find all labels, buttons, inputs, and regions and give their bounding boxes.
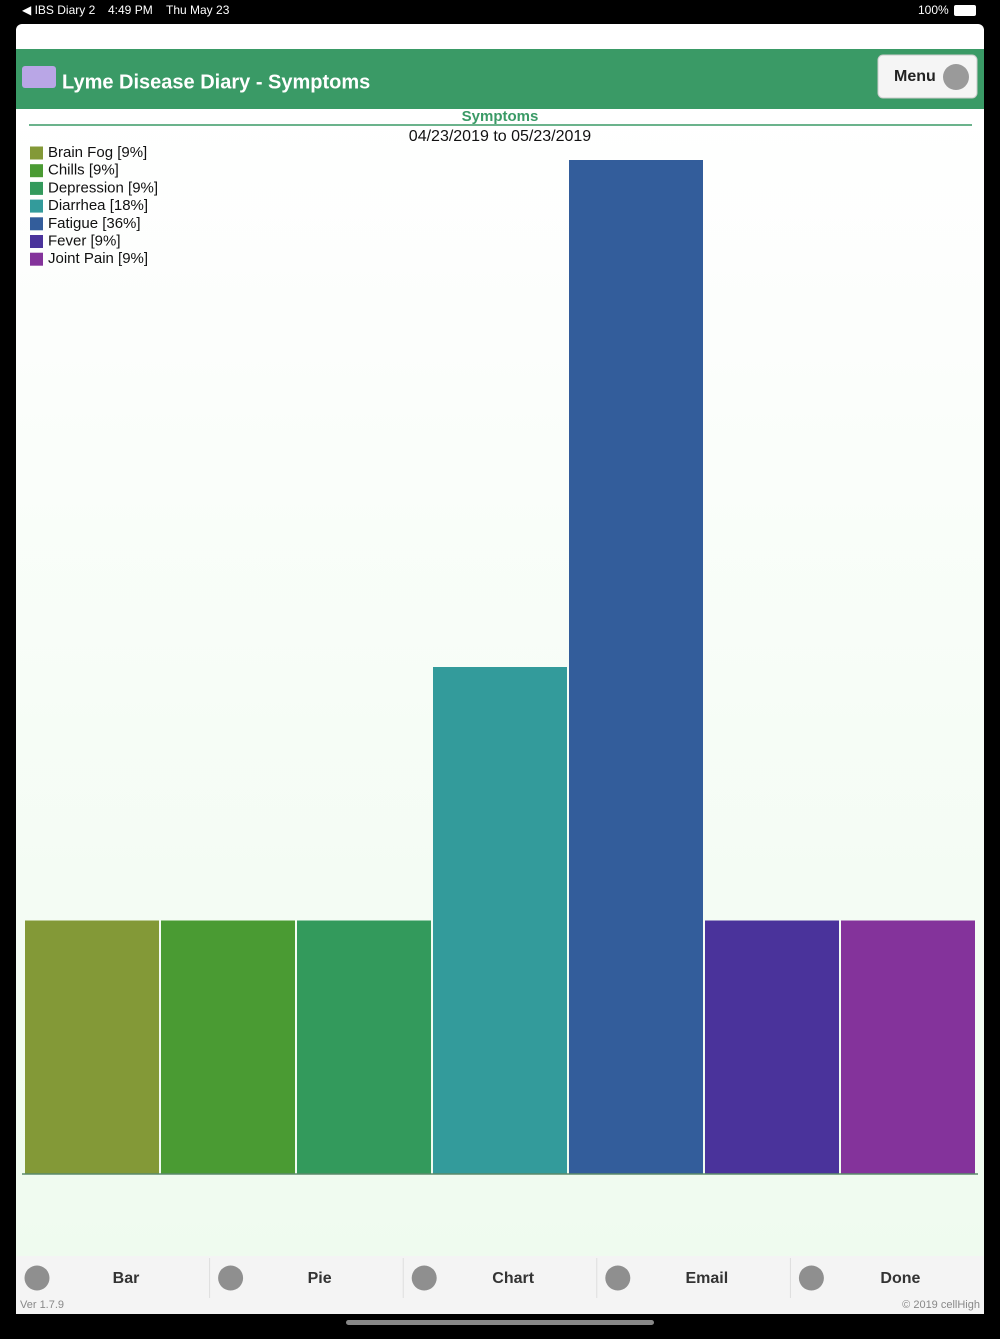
chart-title: Symptoms [462, 108, 539, 125]
toolbar-icon[interactable] [24, 1265, 50, 1291]
legend-swatch [30, 217, 43, 231]
menu-icon[interactable] [943, 64, 969, 90]
battery-icon [954, 5, 976, 16]
toolbar-icon[interactable] [411, 1265, 437, 1291]
toolbar-buttons: Bar Pie Chart Email Done [24, 1258, 921, 1298]
header-title: Lyme Disease Diary - Symptoms [62, 71, 370, 93]
legend-label: Depression [9%] [48, 179, 158, 196]
bar [161, 920, 295, 1174]
header-bar [16, 49, 984, 109]
legend-swatch [30, 181, 43, 195]
battery-level: 100% [918, 3, 949, 17]
toolbar-icon[interactable] [798, 1265, 824, 1291]
legend-swatch [30, 252, 43, 266]
legend-label: Chills [9%] [48, 162, 119, 179]
legend-swatch [30, 164, 43, 178]
legend-label: Joint Pain [9%] [48, 250, 148, 267]
menu-label[interactable]: Menu [894, 68, 936, 85]
app-icon [22, 66, 56, 88]
home-indicator [346, 1320, 654, 1325]
legend-label: Fever [9%] [48, 232, 121, 249]
plot: Brain Fog [9%]Chills [9%]Depression [9%]… [22, 144, 978, 1175]
status-time: 4:49 PM [108, 3, 153, 17]
legend-label: Fatigue [36%] [48, 215, 141, 232]
toolbar-button[interactable]: Pie [308, 1270, 332, 1287]
legend-swatch [30, 235, 43, 248]
bar [841, 920, 975, 1174]
bar [297, 920, 431, 1174]
toolbar-icon[interactable] [605, 1265, 631, 1291]
legend-swatch [30, 146, 43, 160]
toolbar-button[interactable]: Email [685, 1270, 728, 1287]
legend-label: Diarrhea [18%] [48, 197, 148, 214]
copyright: © 2019 cellHigh [902, 1299, 980, 1311]
toolbar-button[interactable]: Chart [492, 1270, 534, 1287]
bar [705, 920, 839, 1174]
status-date: Thu May 23 [166, 3, 230, 17]
legend-swatch [30, 199, 43, 213]
chart-subtitle: 04/23/2019 to 05/23/2019 [409, 128, 591, 145]
bar [569, 160, 703, 1174]
toolbar [16, 1256, 984, 1314]
bar [433, 667, 567, 1174]
version: Ver 1.7.9 [20, 1299, 64, 1311]
bar [25, 920, 159, 1174]
back-app[interactable]: ◀ IBS Diary 2 [22, 3, 96, 17]
toolbar-button[interactable]: Bar [113, 1270, 140, 1287]
toolbar-icon[interactable] [218, 1265, 244, 1291]
toolbar-button[interactable]: Done [880, 1270, 920, 1287]
legend-label: Brain Fog [9%] [48, 144, 147, 161]
